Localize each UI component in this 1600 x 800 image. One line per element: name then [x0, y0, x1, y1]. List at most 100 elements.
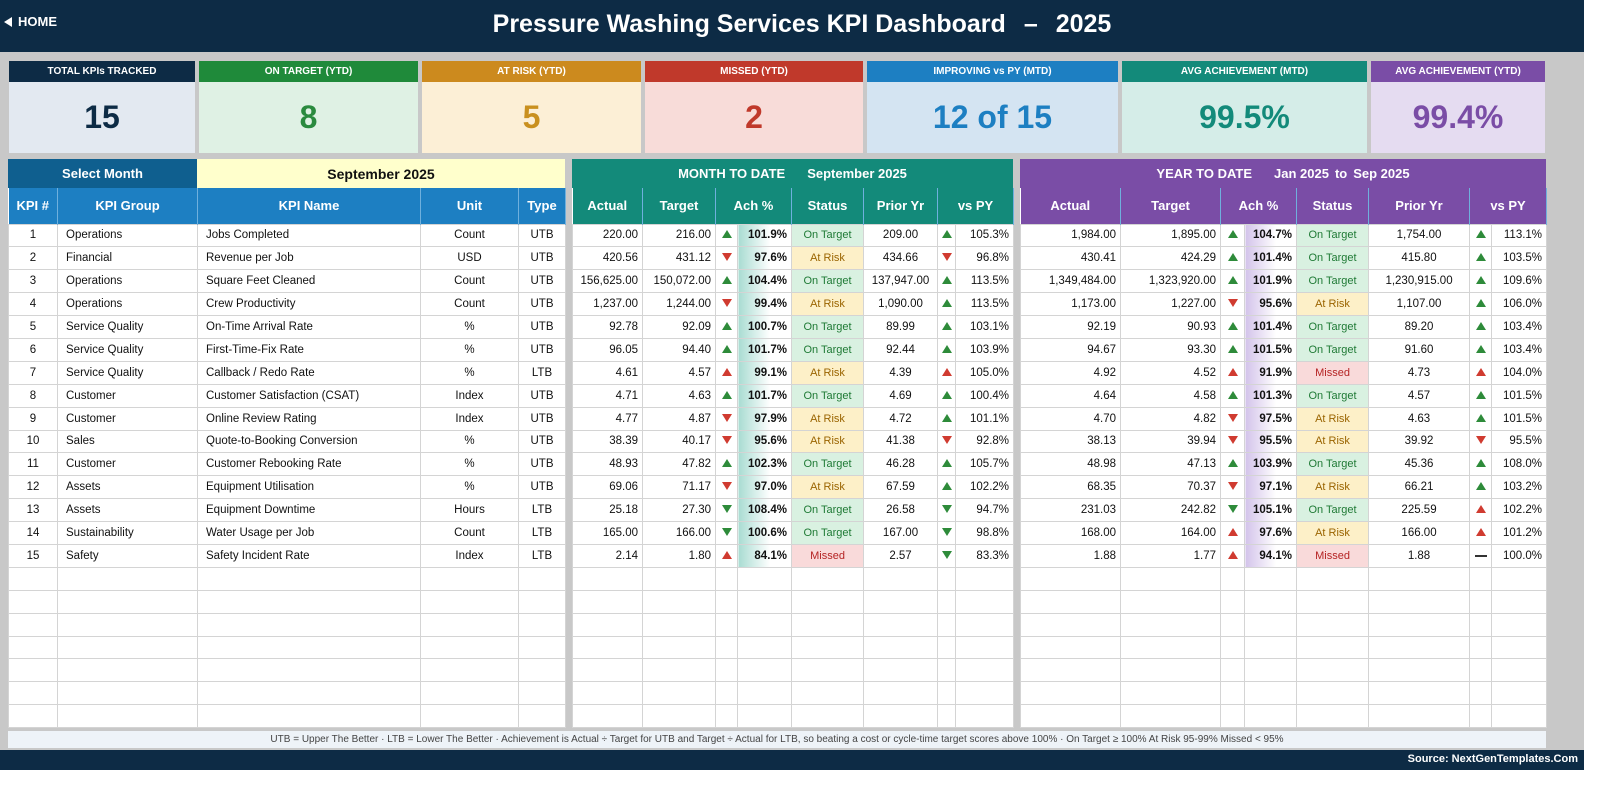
table-row: 220.00 216.00 101.9% On Target 209.00 105.3%: [572, 223, 1015, 248]
mtd-vs-py: 83.3%: [955, 543, 1015, 568]
mtd-prior-year: 4.72: [863, 406, 939, 431]
empty-cell: [715, 612, 738, 637]
kpi-unit: Index: [420, 383, 519, 408]
trend-cell: [715, 521, 738, 545]
up-arrow-icon: [721, 344, 732, 353]
mtd-prior-year: 167.00: [863, 521, 939, 545]
empty-cell: [642, 658, 716, 683]
mtd-status-badge: On Target: [791, 452, 865, 477]
kpi-number: 5: [8, 315, 58, 339]
trend-cell: [1220, 429, 1245, 454]
ytd-target: 4.82: [1120, 406, 1221, 431]
ytd-status-badge: At Risk: [1296, 292, 1370, 317]
kpi-group: Service Quality: [57, 360, 198, 385]
empty-cell: [791, 635, 865, 660]
mtd-target: 40.17: [642, 429, 716, 454]
kpi-card-value: 99.4%: [1371, 82, 1545, 153]
empty-cell: [1296, 612, 1370, 637]
down-arrow-icon: [942, 436, 953, 445]
mtd-status-badge: On Target: [791, 383, 865, 408]
empty-cell: [1491, 612, 1548, 637]
ytd-actual: 92.19: [1020, 315, 1121, 339]
empty-cell: [1368, 635, 1471, 660]
empty-cell: [955, 681, 1015, 706]
kpi-number: 6: [8, 337, 58, 362]
empty-cell: [420, 589, 519, 614]
down-arrow-green-icon: [942, 528, 953, 537]
kpi-card-label: MISSED (YTD): [645, 61, 863, 82]
table-row: 13 Assets Equipment Downtime Hours LTB: [8, 498, 566, 523]
ytd-actual: 1,984.00: [1020, 223, 1121, 248]
kpi-type: UTB: [518, 292, 566, 317]
empty-cell: [955, 704, 1015, 729]
kpi-unit: %: [420, 475, 519, 500]
ytd-target: 1.77: [1120, 543, 1221, 568]
mtd-target: 4.87: [642, 406, 716, 431]
ytd-prior-year: 1,754.00: [1368, 223, 1471, 248]
mtd-header: MONTH TO DATE September 2025: [572, 159, 1013, 188]
up-arrow-red-icon: [1227, 550, 1238, 559]
ytd-vs-py: 103.5%: [1491, 246, 1548, 271]
kpi-unit: %: [420, 452, 519, 477]
empty-cell: [57, 612, 198, 637]
source-credit[interactable]: Source: NextGenTemplates.Com: [1407, 753, 1578, 765]
home-button[interactable]: HOME: [4, 14, 57, 29]
mtd-actual: 96.05: [572, 337, 643, 362]
mtd-actual: 48.93: [572, 452, 643, 477]
kpi-number: 7: [8, 360, 58, 385]
table-row: 156,625.00 150,072.00 104.4% On Target 137,9…: [572, 269, 1015, 294]
empty-cell: [642, 612, 716, 637]
up-arrow-icon: [1227, 390, 1238, 399]
empty-cell: [57, 658, 198, 683]
trend-cell: [1469, 475, 1493, 500]
kpi-card-value: 15: [9, 82, 195, 153]
mtd-status-badge: On Target: [791, 315, 865, 339]
ytd-achievement: 95.6%: [1243, 292, 1298, 317]
table-row: [8, 612, 566, 637]
empty-cell: [57, 635, 198, 660]
kpi-number: 1: [8, 223, 58, 248]
mtd-vs-py: 103.1%: [955, 315, 1015, 339]
up-arrow-icon: [942, 322, 953, 330]
month-selector[interactable]: September 2025: [197, 159, 565, 188]
ytd-col-vspy: vs PY: [1469, 188, 1548, 224]
empty-cell: [1020, 704, 1121, 729]
empty-cell: [1120, 589, 1221, 614]
down-arrow-icon: [942, 253, 953, 262]
ytd-status-badge: At Risk: [1296, 521, 1370, 545]
trend-cell: [1469, 452, 1493, 477]
kpi-card-label: ON TARGET (YTD): [199, 61, 418, 82]
trend-cell: [715, 223, 738, 248]
empty-cell: [197, 681, 421, 706]
empty-cell: [518, 635, 566, 660]
ytd-achievement: 94.1%: [1243, 543, 1298, 568]
empty-cell: [1020, 566, 1121, 591]
up-arrow-red-icon: [1475, 505, 1486, 514]
mtd-col-target: Target: [642, 188, 716, 224]
kpi-group: Operations: [57, 223, 198, 248]
trend-cell: [937, 269, 957, 294]
table-row: 38.39 40.17 95.6% At Risk 41.38 92.8%: [572, 429, 1015, 454]
empty-cell: [736, 658, 793, 683]
ytd-col-prior: Prior Yr: [1368, 188, 1471, 224]
ytd-vs-py: 108.0%: [1491, 452, 1548, 477]
ytd-achievement: 101.4%: [1243, 246, 1298, 271]
ytd-target: 39.94: [1120, 429, 1221, 454]
ytd-achievement: 95.5%: [1243, 429, 1298, 454]
ytd-achievement: 103.9%: [1243, 452, 1298, 477]
title-text: Pressure Washing Services KPI Dashboard: [492, 10, 1006, 38]
ytd-to: to: [1334, 166, 1348, 181]
empty-cell: [1296, 704, 1370, 729]
table-row: 6 Service Quality First-Time-Fix Rate% UTB: [8, 337, 566, 362]
trend-cell: [937, 337, 957, 362]
empty-cell: [1220, 635, 1245, 660]
kpi-type: UTB: [518, 406, 566, 431]
mtd-status-badge: At Risk: [791, 292, 865, 317]
table-row: 430.41 424.29 101.4% On Target 415.80 103.5%: [1020, 246, 1548, 271]
table-row: 8 Customer Customer Satisfaction (CSAT) Ind…: [8, 383, 566, 408]
table-row: 1 Operations Jobs Completed Count UTB: [8, 223, 566, 248]
mtd-achievement: 100.6%: [736, 521, 793, 545]
empty-cell: [1243, 612, 1298, 637]
empty-cell: [1020, 635, 1121, 660]
empty-cell: [1296, 658, 1370, 683]
